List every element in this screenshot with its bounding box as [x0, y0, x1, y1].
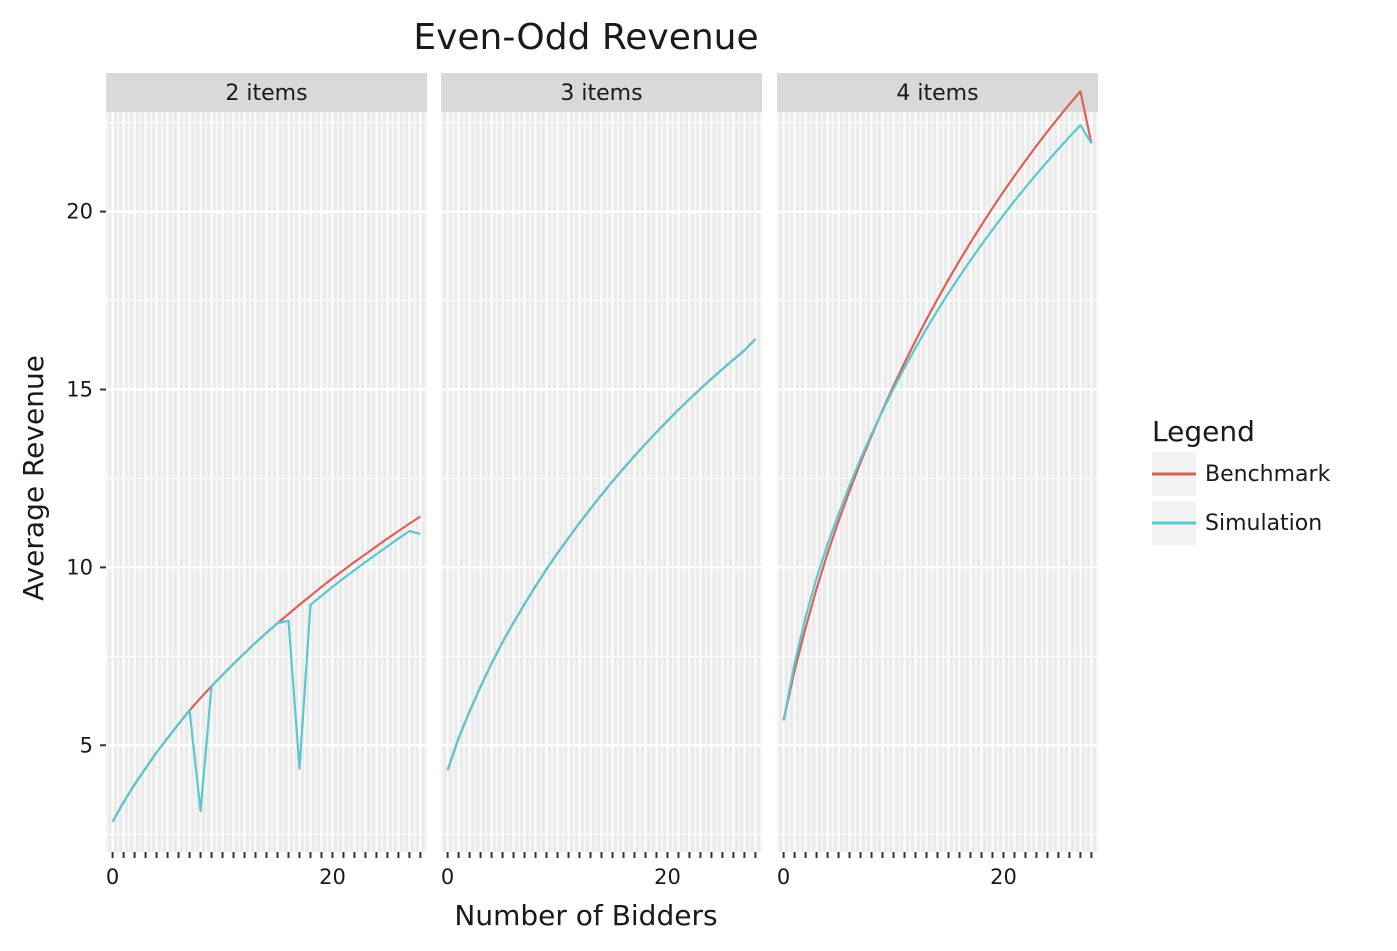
facet-panel-2-items: 2 items 0 20: [106, 73, 427, 889]
legend-title: Legend: [1152, 415, 1255, 448]
facet-strip-label: 3 items: [560, 81, 642, 106]
x-axis-label: Number of Bidders: [454, 899, 717, 932]
series-line-simulation: [782, 124, 1093, 721]
facet-strip: [441, 73, 762, 112]
facet-panels: 2 items 0 20 3 items 0 20 4 items 0 20: [106, 73, 1098, 889]
x-tick-label: 20: [990, 865, 1017, 889]
series-line-simulation: [111, 530, 421, 823]
facet-strip: [777, 73, 1098, 112]
series-line-benchmark: [782, 90, 1093, 721]
y-axis: 5 10 15 20: [66, 200, 106, 757]
x-tick-label: 0: [777, 865, 790, 889]
y-tick-label: 10: [66, 555, 93, 579]
facet-strip: [106, 73, 427, 112]
facet-panel-4-items: 4 items 0 20: [777, 73, 1098, 889]
x-tick-label: 0: [441, 865, 454, 889]
legend-label-simulation: Simulation: [1205, 511, 1322, 536]
x-tick-label: 20: [319, 865, 346, 889]
y-axis-label: Average Revenue: [17, 355, 50, 601]
series-line-simulation: [446, 338, 757, 771]
x-tick-label: 20: [654, 865, 681, 889]
y-tick-label: 5: [80, 733, 93, 757]
legend: Legend Benchmark Simulation: [1152, 415, 1331, 545]
y-tick-label: 15: [66, 378, 93, 402]
legend-label-benchmark: Benchmark: [1205, 462, 1331, 487]
chart-title: Even-Odd Revenue: [413, 17, 758, 58]
x-tick-label: 0: [106, 865, 119, 889]
facet-panel-3-items: 3 items 0 20: [441, 73, 762, 889]
facet-strip-label: 4 items: [896, 81, 978, 106]
facet-strip-label: 2 items: [225, 81, 307, 106]
y-tick-label: 20: [66, 200, 93, 224]
